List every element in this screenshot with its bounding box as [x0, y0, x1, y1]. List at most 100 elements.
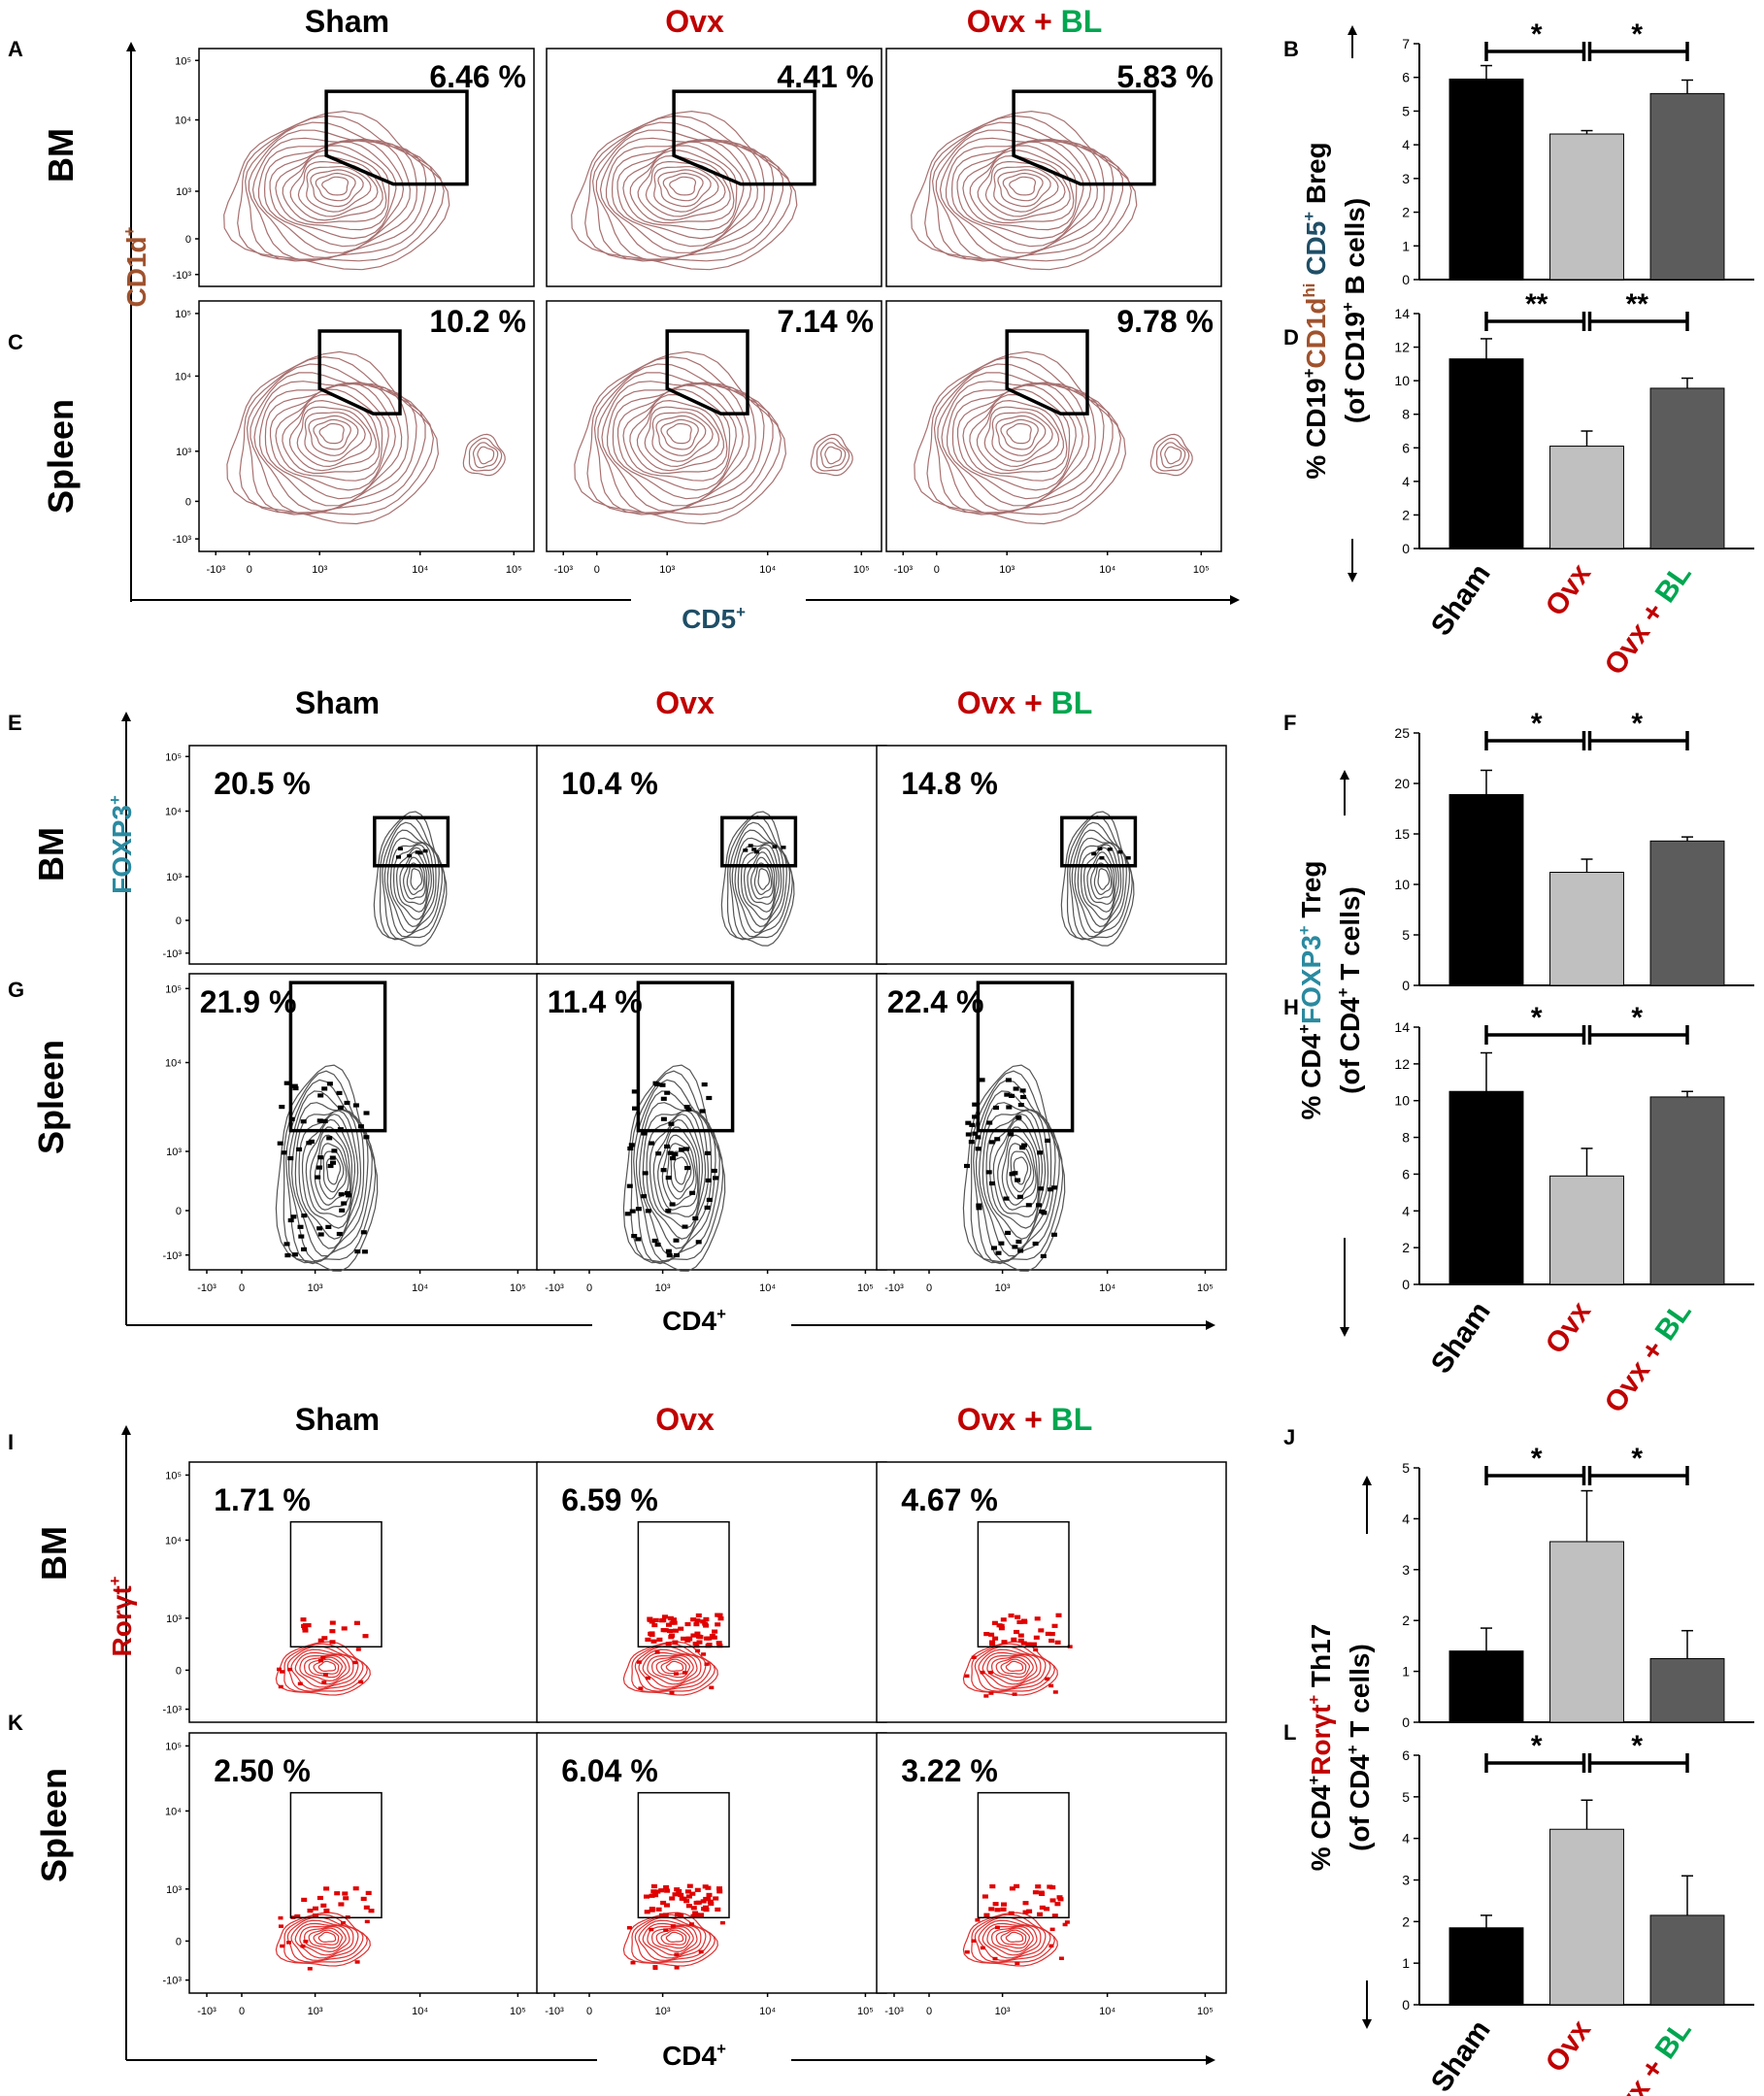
event-dot	[1051, 1185, 1057, 1190]
contour-line	[303, 1654, 347, 1682]
contour-line	[1009, 176, 1037, 196]
contour-line	[317, 1931, 337, 1944]
event-dot	[354, 1249, 361, 1254]
event-dot	[635, 1207, 642, 1212]
contour-line	[665, 1931, 684, 1944]
event-dot	[667, 1628, 673, 1634]
event-dot	[673, 1238, 680, 1243]
event-dot	[671, 1617, 677, 1622]
event-dot	[700, 1619, 707, 1624]
contour-line	[282, 150, 387, 224]
event-dot	[972, 1115, 979, 1119]
bar-y-tick-label: 1	[1402, 1955, 1410, 1971]
event-dot	[322, 1673, 328, 1677]
contour-line	[472, 442, 499, 469]
event-dot	[1015, 1961, 1020, 1966]
event-dot	[701, 1082, 708, 1087]
event-dot	[334, 1891, 341, 1896]
event-dot	[716, 1886, 722, 1891]
bar-ylabel-breg-1: % CD19+CD1dhi CD5+ Breg	[1300, 142, 1331, 479]
category-label-sham: Sham	[1425, 558, 1497, 642]
contour-line	[1089, 856, 1114, 900]
y-tick-label: 10⁵	[165, 1741, 182, 1752]
event-dot	[354, 1960, 360, 1964]
event-dot	[662, 1614, 668, 1619]
contour-line	[945, 138, 1099, 253]
contour-line	[969, 150, 1075, 224]
gate-polygon	[665, 329, 749, 416]
event-dot	[975, 1147, 982, 1151]
contour-line	[971, 1643, 1055, 1693]
contour-line	[237, 115, 445, 262]
x-tick-label: 10³	[995, 2006, 1011, 2017]
event-dot	[693, 1622, 700, 1627]
event-dot	[287, 1667, 293, 1672]
event-dot	[323, 1908, 330, 1913]
event-dot	[278, 1684, 283, 1689]
contour-line	[1002, 172, 1044, 202]
gate-percent: 14.8 %	[901, 766, 998, 801]
event-dot	[660, 1900, 667, 1906]
event-dot	[685, 1894, 692, 1899]
event-dot	[683, 1147, 690, 1151]
event-dot	[287, 1217, 294, 1223]
contour-line	[1074, 837, 1124, 933]
label-part: Rorγt	[107, 1585, 137, 1656]
event-dot	[660, 1617, 667, 1622]
y-tick-label: -10³	[162, 1976, 182, 1987]
panel-letter: G	[8, 978, 24, 1002]
y-axis-marker: Rorγt+	[106, 1576, 137, 1656]
event-dot	[1038, 1628, 1045, 1633]
contour-line	[1069, 821, 1131, 941]
event-dot	[632, 1106, 638, 1111]
x-tick-label: 10⁴	[759, 2006, 776, 2017]
event-dot	[699, 1109, 706, 1114]
event-dot	[650, 1883, 657, 1889]
label-part: FOXP3	[107, 805, 137, 894]
event-dot	[364, 1919, 370, 1924]
y-tick-label: 10⁴	[165, 807, 182, 818]
event-dot	[317, 1093, 324, 1098]
bar-y-tick-label: 2	[1402, 1613, 1410, 1628]
contour-line	[286, 1916, 364, 1963]
event-dot	[1005, 1230, 1012, 1235]
contour-line	[1005, 1931, 1024, 1944]
event-dot	[980, 1946, 985, 1950]
contour-line	[239, 355, 435, 516]
event-dot	[693, 1913, 700, 1917]
contour-line	[1000, 418, 1039, 450]
event-dot	[627, 1146, 634, 1151]
x-tick-label: 0	[934, 564, 940, 576]
event-dot	[685, 1636, 692, 1641]
contour-line	[956, 141, 1084, 240]
contour-line	[611, 139, 752, 248]
contour-line	[977, 154, 1071, 221]
group-header-part: BL	[1051, 1402, 1093, 1437]
y-tick-label: 0	[176, 1936, 182, 1947]
contour-line	[1006, 422, 1032, 445]
contour-line	[283, 1070, 377, 1264]
event-dot	[667, 1615, 674, 1620]
event-dot	[277, 1667, 282, 1672]
bar-chart-H: 0 2 4 6 8 10 12 14 * *	[1394, 1002, 1754, 1292]
contour-line	[973, 1079, 1060, 1265]
contour-line	[655, 1927, 691, 1949]
event-dot	[1006, 1105, 1013, 1110]
event-dot	[660, 1116, 667, 1121]
event-dot	[649, 1632, 655, 1638]
group-header-sham: Sham	[295, 685, 380, 720]
event-dot	[1032, 1241, 1039, 1247]
event-dot	[1017, 1248, 1024, 1253]
contour-line	[747, 851, 776, 905]
contour-line	[631, 1643, 716, 1693]
event-dot	[329, 1155, 336, 1160]
event-dot	[656, 1637, 663, 1642]
event-dot	[704, 1662, 710, 1666]
contour-line	[1000, 1929, 1027, 1946]
event-dot	[362, 1634, 369, 1639]
contour-line	[289, 154, 383, 221]
event-dot	[713, 1896, 719, 1901]
event-dot	[669, 1690, 675, 1695]
bar	[1549, 1828, 1624, 2006]
contour-line	[986, 1653, 1038, 1685]
